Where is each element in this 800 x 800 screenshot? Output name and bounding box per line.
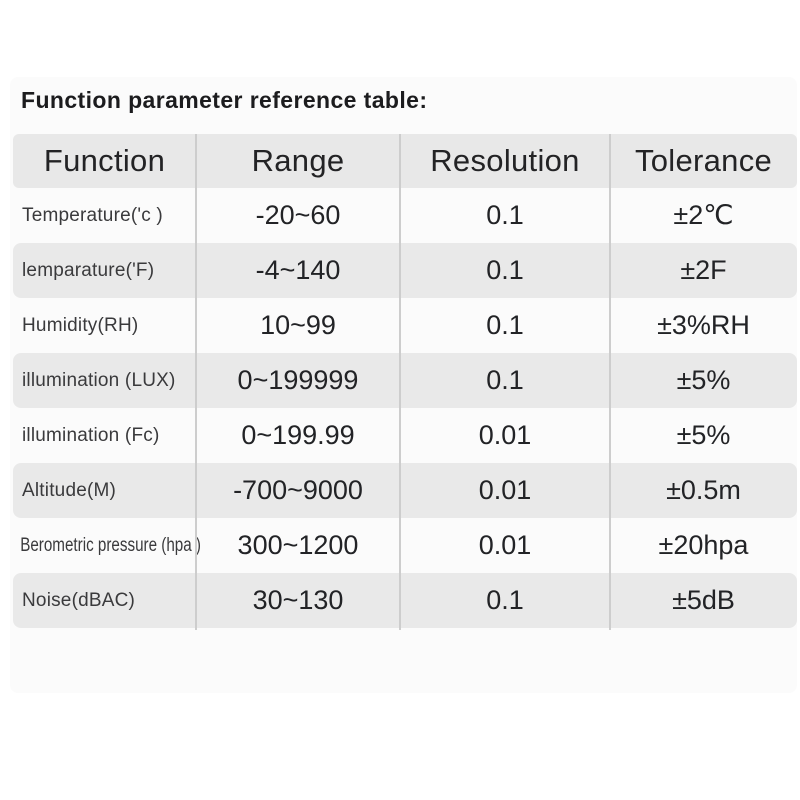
- cell-resolution: 0.01: [478, 530, 532, 560]
- cell-function: Noise(dBAC): [22, 589, 136, 611]
- cell-resolution: 0.1: [486, 200, 524, 230]
- cell-function: lemparature('F): [22, 259, 155, 281]
- cell-tolerance: ±3%RH: [657, 310, 750, 340]
- cell-resolution: 0.01: [478, 475, 532, 505]
- cell-range: 10~99: [260, 310, 336, 340]
- cell-tolerance: ±5%: [676, 365, 731, 395]
- cell-range: -700~9000: [233, 475, 363, 505]
- table-row: Temperature('c ) -20~60 0.1 ±2℃: [13, 188, 797, 243]
- header-cell-tolerance: Tolerance: [634, 143, 773, 178]
- cell-range: 0~199.99: [241, 420, 355, 450]
- cell-resolution: 0.1: [486, 255, 524, 285]
- cell-range: 0~199999: [237, 365, 359, 395]
- spec-table: Function Range Resolution Tolerance Temp…: [13, 134, 797, 630]
- table-header-row: Function Range Resolution Tolerance: [13, 134, 797, 188]
- header-cell-range: Range: [251, 143, 345, 178]
- page-title: Function parameter reference table:: [21, 87, 428, 113]
- table-row: illumination (LUX) 0~199999 0.1 ±5%: [13, 353, 797, 408]
- cell-resolution: 0.01: [478, 420, 532, 450]
- cell-range: -4~140: [255, 255, 341, 285]
- table-row: Humidity(RH) 10~99 0.1 ±3%RH: [13, 298, 797, 353]
- cell-function: Berometric pressure (hpa ): [20, 534, 201, 556]
- table-row: illumination (Fc) 0~199.99 0.01 ±5%: [13, 408, 797, 463]
- cell-resolution: 0.1: [486, 310, 524, 340]
- cell-function: Humidity(RH): [22, 314, 139, 336]
- cell-tolerance: ±0.5m: [666, 475, 741, 505]
- cell-function: illumination (Fc): [22, 424, 160, 446]
- column-separator: [609, 134, 611, 630]
- cell-resolution: 0.1: [486, 365, 524, 395]
- cell-tolerance: ±2℃: [673, 200, 734, 230]
- cell-function: Altitude(M): [22, 479, 117, 501]
- cell-tolerance: ±2F: [680, 255, 727, 285]
- table-row: Noise(dBAC) 30~130 0.1 ±5dB: [13, 573, 797, 628]
- cell-range: 30~130: [252, 585, 344, 615]
- cell-range: -20~60: [255, 200, 341, 230]
- cell-tolerance: ±20hpa: [658, 530, 749, 560]
- cell-resolution: 0.1: [486, 585, 524, 615]
- header-cell-function: Function: [43, 143, 166, 178]
- table-row: Berometric pressure (hpa ) 300~1200 0.01…: [13, 518, 797, 573]
- cell-function: Temperature('c ): [22, 204, 163, 226]
- cell-function: illumination (LUX): [22, 369, 176, 391]
- table-row: lemparature('F) -4~140 0.1 ±2F: [13, 243, 797, 298]
- column-separator: [195, 134, 197, 630]
- column-separator: [399, 134, 401, 630]
- header-cell-resolution: Resolution: [430, 143, 580, 178]
- cell-range: 300~1200: [237, 530, 359, 560]
- cell-tolerance: ±5dB: [672, 585, 735, 615]
- table-row: Altitude(M) -700~9000 0.01 ±0.5m: [13, 463, 797, 518]
- cell-tolerance: ±5%: [676, 420, 731, 450]
